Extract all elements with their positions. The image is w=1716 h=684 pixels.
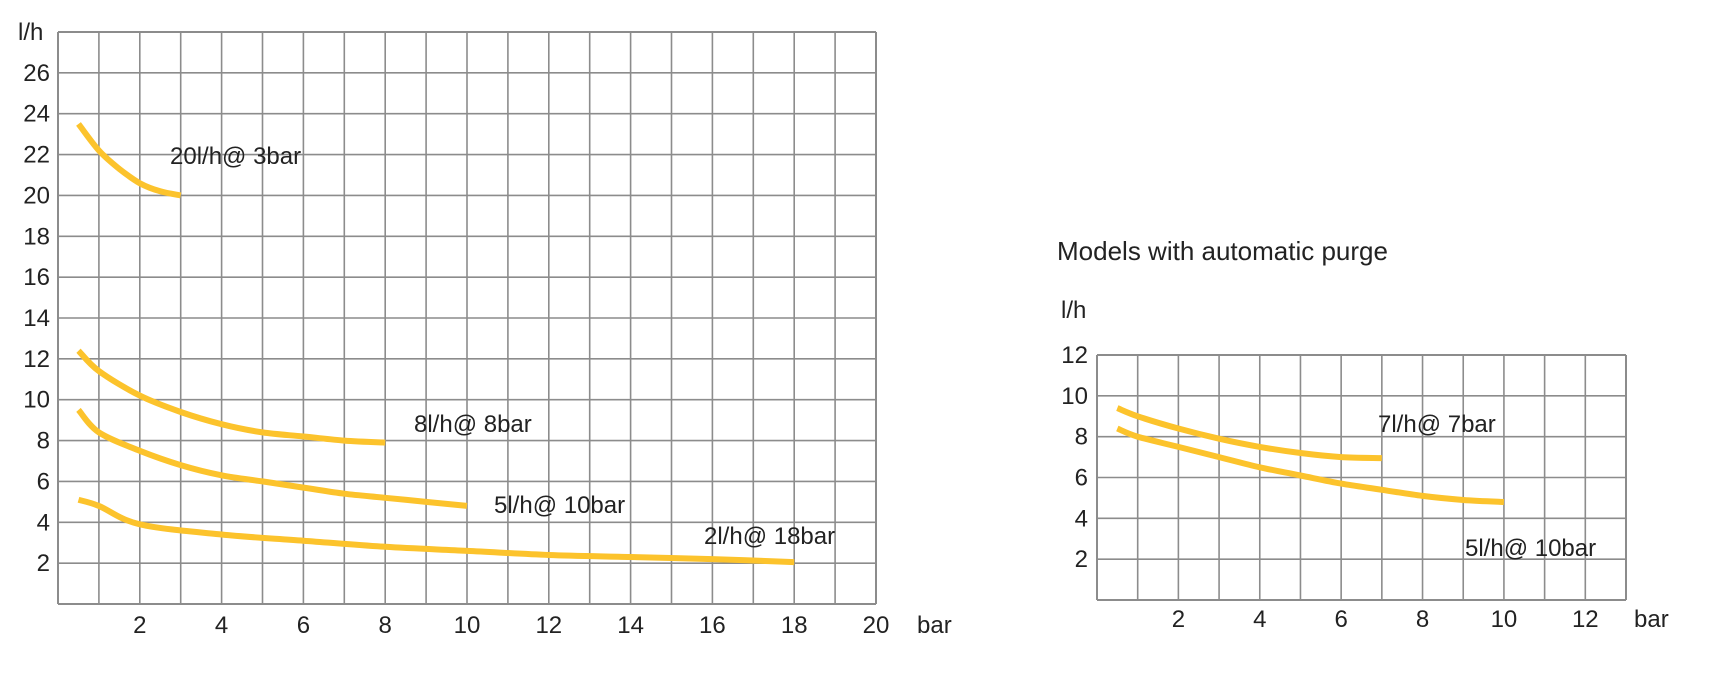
main-x-tick-label: 10	[454, 612, 481, 639]
auto-purge-y-tick-label: 6	[1075, 465, 1088, 492]
auto-purge-chart-grid	[1096, 354, 1627, 601]
auto-purge-x-tick-label: 6	[1334, 606, 1347, 633]
main-x-tick-label: 20	[863, 612, 890, 639]
main-y-tick-label: 26	[23, 60, 50, 87]
auto-purge-chart-tick-labels: 2 4 6 8 10 12 2 4 6 8 10 12	[1061, 342, 1598, 633]
curve-label-5lh-10bar: 5l/h@ 10bar	[494, 492, 625, 519]
main-y-tick-label: 6	[37, 468, 50, 495]
auto-purge-x-tick-label: 4	[1253, 606, 1266, 633]
main-y-tick-label: 12	[23, 346, 50, 373]
main-x-tick-label: 8	[379, 612, 392, 639]
auto-purge-curve-5l-h-10bar	[1116, 425, 1505, 505]
auto-purge-chart-title: Models with automatic purge	[1057, 236, 1388, 266]
curve-label-2lh-18bar: 2l/h@ 18bar	[704, 523, 835, 550]
main-y-tick-label: 4	[37, 509, 50, 536]
main-y-tick-label: 24	[23, 101, 50, 128]
auto-purge-y-tick-label: 2	[1075, 546, 1088, 573]
curve-label-7lh-7bar: 7l/h@ 7bar	[1378, 411, 1496, 438]
main-chart-x-unit: bar	[917, 612, 952, 639]
main-chart-curves	[76, 122, 795, 566]
main-y-tick-label: 22	[23, 142, 50, 169]
main-y-tick-label: 20	[23, 182, 50, 209]
main-x-tick-label: 14	[617, 612, 644, 639]
auto-purge-x-tick-label: 8	[1416, 606, 1429, 633]
auto-purge-x-tick-label: 12	[1572, 606, 1599, 633]
main-curve-2l-h-18bar	[77, 496, 795, 566]
main-curve-5l-h-10bar	[76, 407, 468, 509]
main-y-tick-label: 16	[23, 264, 50, 291]
auto-purge-chart-curves	[1116, 405, 1505, 505]
auto-purge-y-tick-label: 12	[1061, 342, 1088, 369]
auto-purge-curve-7l-h-7bar	[1116, 405, 1382, 462]
auto-purge-x-tick-label: 10	[1491, 606, 1518, 633]
main-x-tick-label: 2	[133, 612, 146, 639]
main-y-tick-label: 2	[37, 550, 50, 577]
auto-purge-flow-chart: Models with automatic purge 2 4 6 8 10 12 2 4 6 8…	[1057, 236, 1669, 633]
main-chart-y-unit: l/h	[18, 19, 43, 46]
main-y-tick-label: 10	[23, 387, 50, 414]
main-x-tick-label: 18	[781, 612, 808, 639]
main-chart-grid	[57, 31, 877, 605]
curve-label-8lh-8bar: 8l/h@ 8bar	[414, 411, 532, 438]
main-x-tick-label: 12	[535, 612, 562, 639]
main-y-tick-label: 8	[37, 428, 50, 455]
curve-label-5lh-10bar-auto: 5l/h@ 10bar	[1465, 535, 1596, 562]
auto-purge-y-tick-label: 8	[1075, 424, 1088, 451]
main-curve-8l-h-8bar	[76, 348, 386, 446]
main-x-tick-label: 6	[297, 612, 310, 639]
main-x-tick-label: 4	[215, 612, 228, 639]
curve-label-20lh-3bar: 20l/h@ 3bar	[170, 143, 301, 170]
auto-purge-y-tick-label: 4	[1075, 505, 1088, 532]
main-y-tick-label: 18	[23, 223, 50, 250]
main-x-tick-label: 16	[699, 612, 726, 639]
auto-purge-chart-x-unit: bar	[1634, 606, 1669, 633]
auto-purge-chart-y-unit: l/h	[1061, 297, 1086, 324]
auto-purge-y-tick-label: 10	[1061, 383, 1088, 410]
auto-purge-x-tick-label: 2	[1172, 606, 1185, 633]
main-y-tick-label: 14	[23, 305, 50, 332]
main-curve-20l-h-3bar	[76, 122, 182, 199]
